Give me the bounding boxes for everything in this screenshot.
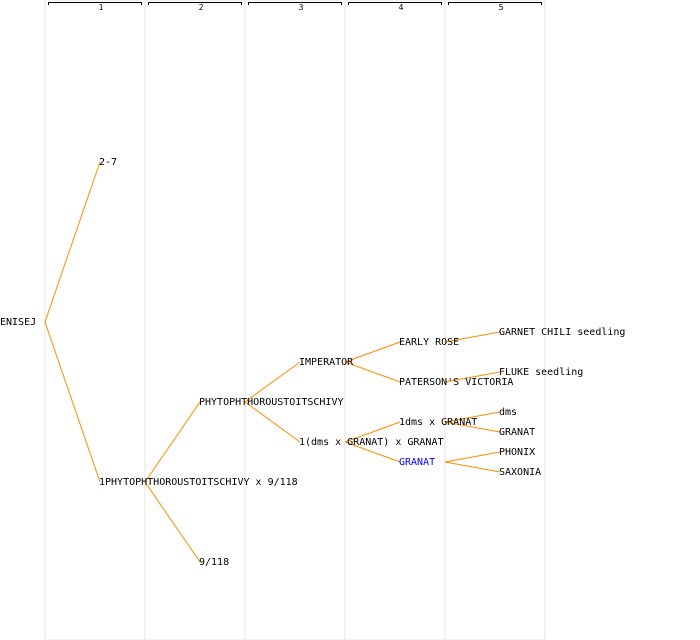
generation-header: 1 2 3 4 5 xyxy=(48,2,542,12)
node-patersons-victoria[interactable]: PATERSON'S VICTORIA xyxy=(399,377,513,388)
generation-number-3: 3 xyxy=(299,3,304,12)
node-1dms-granat-x-granat[interactable]: 1(dms x GRANAT) x GRANAT xyxy=(299,437,444,448)
edge-1phy-9118 xyxy=(144,481,201,563)
edge-1phy-phy xyxy=(144,401,201,483)
generation-bracket-1 xyxy=(48,2,142,5)
node-imperator[interactable]: IMPERATOR xyxy=(299,357,354,368)
generation-column-2 xyxy=(144,0,246,640)
pedigree-labels: ENISEJ 2-7 1PHYTOPHTHOROUSTOITSCHIVY x 9… xyxy=(0,157,625,568)
node-9118[interactable]: 9/118 xyxy=(199,557,229,568)
generation-bracket-5 xyxy=(448,2,542,5)
node-phytophthoroustoitschivy[interactable]: PHYTOPHTHOROUSTOITSCHIVY xyxy=(199,397,344,408)
edge-1dms-1dmsg xyxy=(344,421,401,443)
node-1dms-x-granat[interactable]: 1dms x GRANAT xyxy=(399,417,477,428)
node-granat[interactable]: GRANAT xyxy=(499,427,535,438)
node-saxonia[interactable]: SAXONIA xyxy=(499,467,541,478)
generation-columns xyxy=(44,0,546,640)
generation-number-2: 2 xyxy=(199,3,204,12)
generation-column-3 xyxy=(244,0,346,640)
generation-bracket-3 xyxy=(248,2,342,5)
node-root[interactable]: ENISEJ xyxy=(0,317,36,328)
generation-number-1: 1 xyxy=(99,3,104,12)
edge-1dmsg-dms xyxy=(444,411,501,423)
generation-column-5 xyxy=(444,0,546,640)
generation-bracket-2 xyxy=(148,2,242,5)
edge-phy-1dms xyxy=(244,401,301,443)
edge-phy-imperator xyxy=(244,361,301,403)
node-garnet-chili-seedling[interactable]: GARNET CHILI seedling xyxy=(499,327,625,338)
generation-column-1 xyxy=(44,0,146,640)
generation-bracket-4 xyxy=(348,2,442,5)
node-early-rose[interactable]: EARLY ROSE xyxy=(399,337,459,348)
edge-root-1phy xyxy=(44,321,101,483)
edge-imperator-paterson xyxy=(344,361,401,383)
edge-granat-phonix xyxy=(444,451,501,463)
edge-imperator-early-rose xyxy=(344,341,401,363)
edge-1dmsg-granat xyxy=(444,421,501,433)
node-fluke-seedling[interactable]: FLUKE seedling xyxy=(499,367,583,378)
edge-root-2-7 xyxy=(44,161,101,323)
generation-number-4: 4 xyxy=(399,3,404,12)
generation-number-5: 5 xyxy=(499,3,504,12)
node-dms[interactable]: dms xyxy=(499,407,517,418)
node-2-7[interactable]: 2-7 xyxy=(99,157,117,168)
node-1phytophthoroustoitschivy-x-9118[interactable]: 1PHYTOPHTHOROUSTOITSCHIVY x 9/118 xyxy=(99,477,298,488)
edge-1dms-granat xyxy=(344,441,401,463)
node-phonix[interactable]: PHONIX xyxy=(499,447,535,458)
node-granat-highlighted[interactable]: GRANAT xyxy=(399,457,435,468)
edge-granat-saxonia xyxy=(444,461,501,473)
generation-column-4 xyxy=(344,0,446,640)
edge-paterson-fluke xyxy=(444,371,501,383)
pedigree-edges xyxy=(44,161,501,563)
edge-early-rose-garnet xyxy=(444,331,501,343)
